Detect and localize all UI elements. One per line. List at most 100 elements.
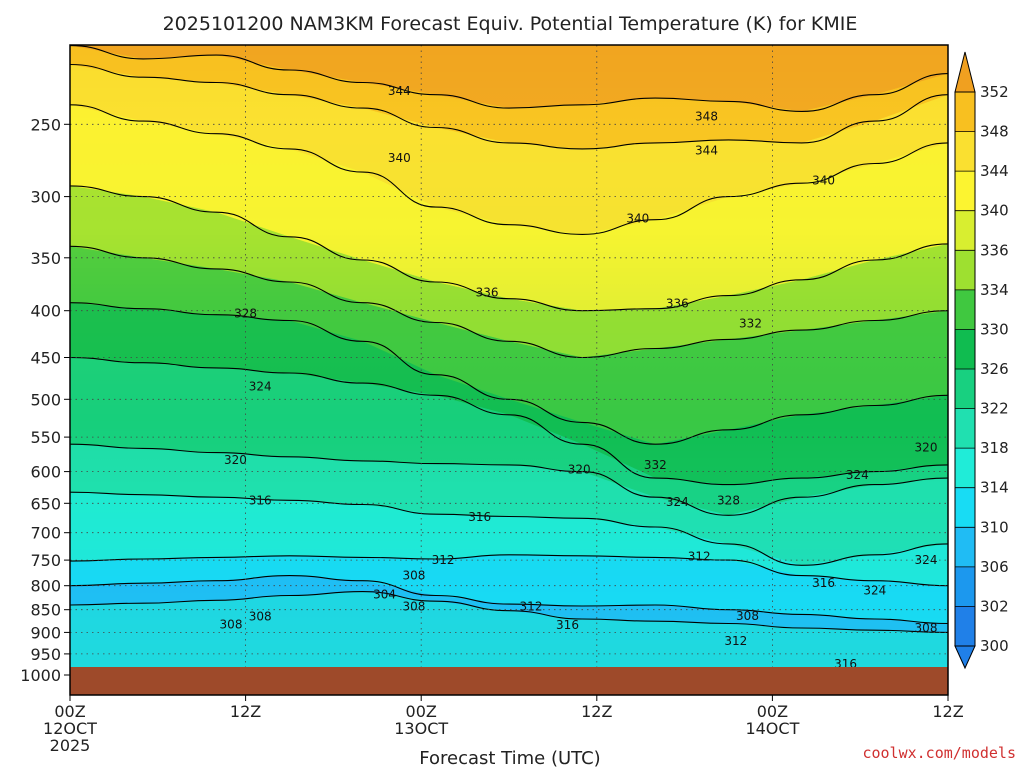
colorbar-label-352: 352 bbox=[980, 83, 1009, 101]
colorbar-swatch-302 bbox=[955, 566, 975, 607]
y-tick-label-850: 850 bbox=[30, 601, 61, 620]
x-tick-label-0-2: 2025 bbox=[50, 736, 91, 755]
contour-label-8: 332 bbox=[739, 316, 762, 330]
contour-label-9: 328 bbox=[234, 307, 257, 321]
x-axis-label: Forecast Time (UTC) bbox=[419, 748, 600, 768]
contour-label-5: 340 bbox=[626, 212, 649, 226]
contour-label-7: 336 bbox=[666, 297, 689, 311]
plot-frame bbox=[69, 44, 949, 696]
colorbar-label-302: 302 bbox=[980, 597, 1009, 615]
contour-band-340 bbox=[70, 64, 948, 235]
contour-label-17: 316 bbox=[468, 510, 491, 524]
contour-band-344 bbox=[70, 45, 948, 149]
contour-band-328 bbox=[70, 246, 948, 445]
contour-label-20: 312 bbox=[688, 549, 711, 563]
y-axis: 250 300 350 400 450 500 550 600 650 700 750 800 850 9… bbox=[20, 115, 70, 685]
colorbar-label-326: 326 bbox=[980, 360, 1009, 378]
contour-label-29: 316 bbox=[556, 618, 579, 632]
y-tick-label-450: 450 bbox=[30, 349, 61, 368]
colorbar-swatch-300 bbox=[955, 606, 975, 647]
contour-line-324 bbox=[70, 356, 948, 486]
colorbar-swatch-306 bbox=[955, 527, 975, 568]
plot-area: 344 340 348 344 340 340 336 336 332 328 324 320 320 3… bbox=[69, 44, 949, 696]
contour-band-336 bbox=[70, 104, 948, 311]
contour-line-316 bbox=[70, 491, 948, 566]
contour-line-308 bbox=[70, 575, 948, 625]
contour-line-312 bbox=[70, 554, 948, 587]
contour-label-0: 344 bbox=[388, 84, 411, 98]
y-tick-label-550: 550 bbox=[30, 428, 61, 447]
ground-surface bbox=[70, 667, 948, 695]
contour-band-312 bbox=[70, 492, 948, 586]
contour-label-31: 308 bbox=[915, 621, 938, 635]
y-tick-label-250: 250 bbox=[30, 115, 61, 134]
y-tick-label-500: 500 bbox=[30, 390, 61, 409]
colorbar-label-330: 330 bbox=[980, 320, 1009, 338]
y-tick-label-350: 350 bbox=[30, 249, 61, 268]
colorbar-swatch-344 bbox=[955, 131, 975, 172]
contour-line-340 bbox=[70, 104, 948, 235]
contour-label-10: 324 bbox=[249, 379, 272, 393]
colorbar-label-340: 340 bbox=[980, 202, 1009, 220]
contour-label-18: 324 bbox=[666, 495, 689, 509]
colorbar-swatch-318 bbox=[955, 408, 975, 449]
colorbar-arrow-top bbox=[954, 51, 976, 93]
x-tick-label-4-0: 00Z bbox=[757, 702, 788, 721]
credit-link[interactable]: coolwx.com/models bbox=[862, 744, 1016, 762]
colorbar-label-310: 310 bbox=[980, 518, 1009, 536]
contour-label-28: 312 bbox=[520, 600, 543, 614]
y-tick-label-950: 950 bbox=[30, 645, 61, 664]
contour-band-308 bbox=[70, 554, 948, 624]
contour-label-14: 324 bbox=[846, 468, 869, 482]
contour-label-25: 308 bbox=[402, 600, 425, 614]
contour-label-33: 316 bbox=[812, 576, 835, 590]
contour-label-22: 312 bbox=[432, 553, 455, 567]
contour-label-34: 324 bbox=[863, 584, 886, 598]
colorbar-swatch-334 bbox=[955, 250, 975, 291]
x-tick-label-0-1: 12OCT bbox=[43, 719, 97, 738]
colorbar-label-348: 348 bbox=[980, 123, 1009, 141]
x-tick-label-5-0: 12Z bbox=[932, 702, 963, 721]
contour-label-23: 308 bbox=[402, 569, 425, 583]
contour-label-1: 340 bbox=[388, 151, 411, 165]
contour-label-30: 308 bbox=[736, 609, 759, 623]
colorbar-label-300: 300 bbox=[980, 637, 1009, 655]
colorbar-label-314: 314 bbox=[980, 479, 1009, 497]
contour-band-316 bbox=[70, 444, 948, 566]
contour-band-304 bbox=[70, 575, 948, 633]
contour-label-16: 316 bbox=[249, 493, 272, 507]
contour-label-21: 324 bbox=[915, 553, 938, 567]
x-tick-label-0-0: 00Z bbox=[54, 702, 85, 721]
colorbar-swatch-314 bbox=[955, 448, 975, 489]
colorbar-label-306: 306 bbox=[980, 558, 1009, 576]
y-tick-label-600: 600 bbox=[30, 463, 61, 482]
y-tick-label-800: 800 bbox=[30, 577, 61, 596]
y-tick-label-700: 700 bbox=[30, 524, 61, 543]
contour-label-11: 320 bbox=[224, 453, 247, 467]
contour-label-26: 308 bbox=[249, 610, 272, 624]
contour-label-4: 340 bbox=[812, 173, 835, 187]
contour-line-328 bbox=[70, 302, 948, 445]
x-tick-label-1-0: 12Z bbox=[230, 702, 261, 721]
colorbar-swatch-348 bbox=[955, 92, 975, 133]
contour-band-332 bbox=[70, 185, 948, 358]
colorbar-swatch-330 bbox=[955, 289, 975, 330]
y-tick-label-1000: 1000 bbox=[20, 666, 61, 685]
contour-label-12: 320 bbox=[568, 463, 591, 477]
contour-label-13: 332 bbox=[644, 458, 667, 472]
contour-label-32: 312 bbox=[724, 634, 747, 648]
colorbar-label-344: 344 bbox=[980, 162, 1009, 180]
contour-label-27: 308 bbox=[220, 617, 243, 631]
colorbar-label-334: 334 bbox=[980, 281, 1009, 299]
contour-line-348 bbox=[70, 45, 948, 112]
contour-label-6: 336 bbox=[476, 286, 499, 300]
y-tick-label-650: 650 bbox=[30, 494, 61, 513]
contour-band-320 bbox=[70, 357, 948, 516]
contour-label-2: 348 bbox=[695, 109, 718, 123]
contour-label-3: 344 bbox=[695, 143, 718, 157]
contour-label-15: 320 bbox=[915, 441, 938, 455]
contour-line-320 bbox=[70, 443, 948, 516]
colorbar-swatch-322 bbox=[955, 369, 975, 410]
contour-band-bottom bbox=[70, 591, 948, 667]
